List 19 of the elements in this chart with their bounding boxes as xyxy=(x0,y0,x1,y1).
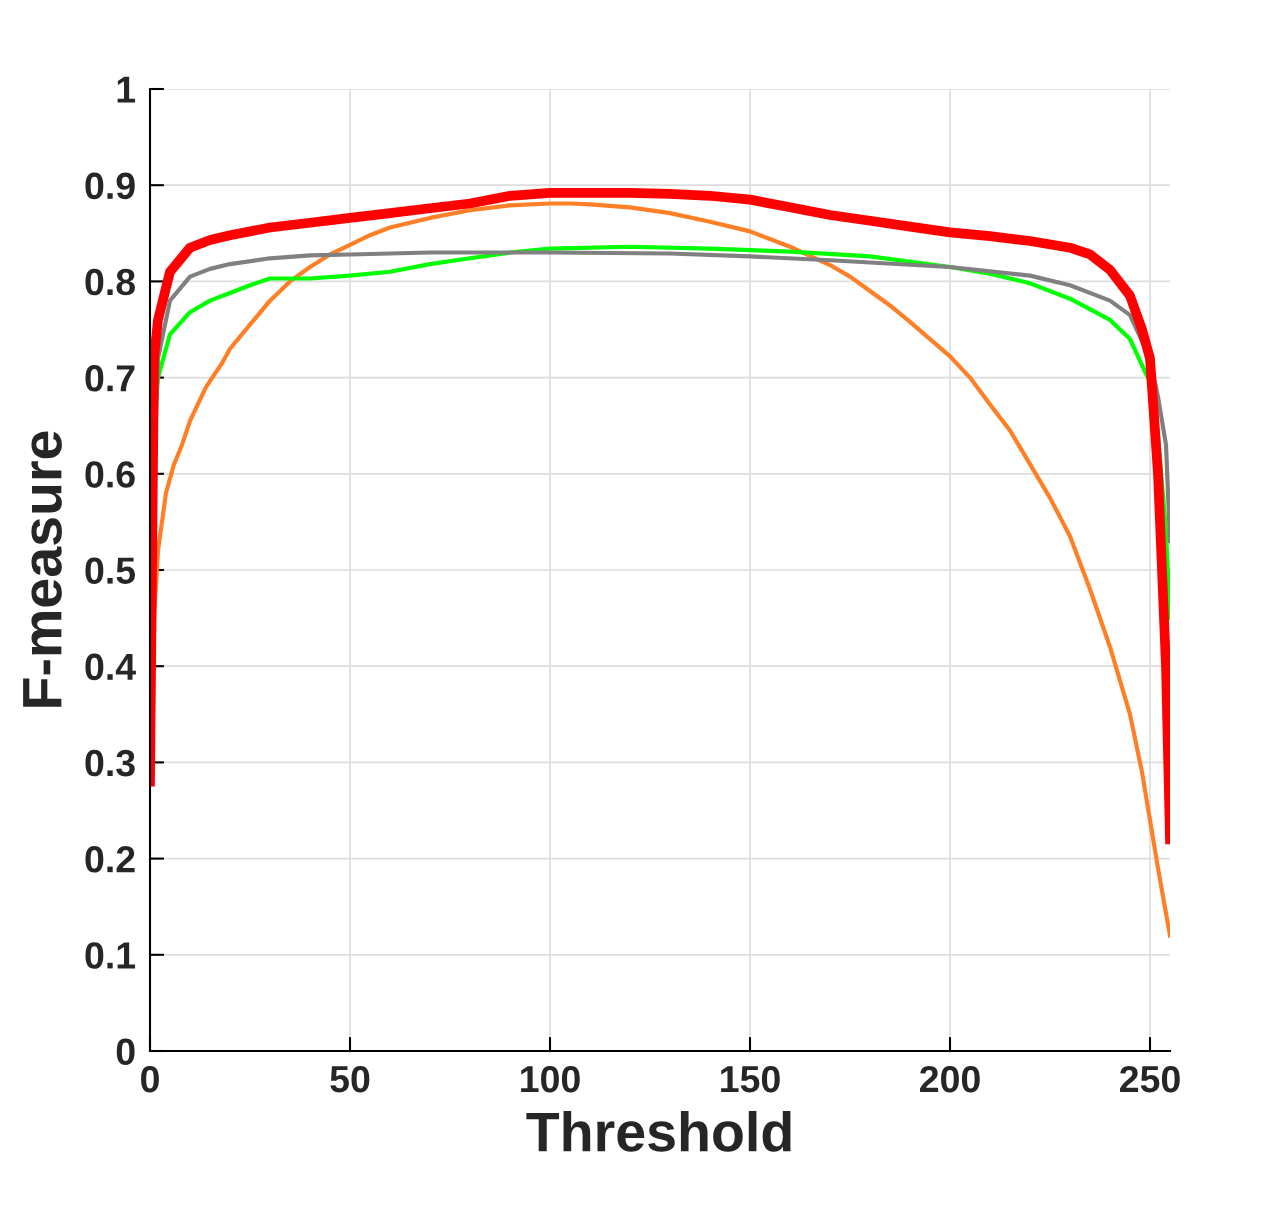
x-tick-label: 150 xyxy=(721,1065,780,1093)
y-axis-title: F-measure xyxy=(23,431,62,707)
x-tick-label: 0 xyxy=(141,1065,159,1093)
y-tick-label: 0.1 xyxy=(85,942,136,969)
y-tick-label: 0 xyxy=(116,1038,135,1065)
x-tick-label: 250 xyxy=(1120,1065,1180,1093)
y-tick-label: 0.9 xyxy=(85,172,135,200)
y-tick-label: 0.3 xyxy=(85,749,135,777)
y-tick-label: 0.5 xyxy=(85,557,136,584)
x-axis-title: Threshold xyxy=(526,1110,791,1152)
x-tick-label: 100 xyxy=(521,1065,580,1093)
y-tick-label: 0.6 xyxy=(85,461,135,488)
x-tick-label: 200 xyxy=(920,1065,980,1093)
y-tick-label: 0.4 xyxy=(85,653,136,681)
y-tick-label: 0.2 xyxy=(85,846,135,873)
x-tick-label: 50 xyxy=(330,1065,370,1093)
y-tick-label: 0.7 xyxy=(85,365,135,392)
y-tick-label: 0.8 xyxy=(85,268,135,296)
y-tick-label: 1 xyxy=(117,76,136,103)
